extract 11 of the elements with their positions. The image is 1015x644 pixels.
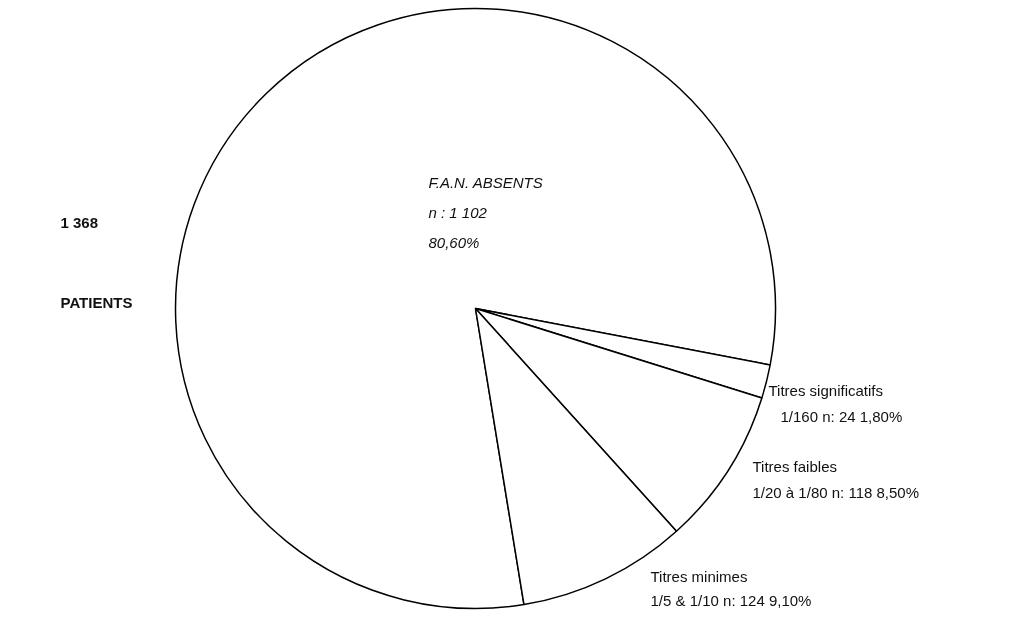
text: 1/5 & 1/10 n: 124 9,10% (650, 592, 812, 609)
data-label: 80,60% (428, 234, 480, 251)
text: PATIENTS (60, 294, 133, 311)
text: 1/160 n: 24 1,80% (780, 408, 903, 425)
slice-label: F.A.N. ABSENTS (428, 174, 543, 191)
slice-label: Titres minimes (650, 568, 748, 585)
text: n : 1 102 (428, 204, 488, 221)
slice-label: Titres faibles (752, 458, 837, 475)
slice-label: Titres significatifs (768, 382, 883, 399)
text: 1 368 (60, 214, 99, 231)
text: 1/20 à 1/80 n: 118 8,50% (752, 484, 920, 501)
